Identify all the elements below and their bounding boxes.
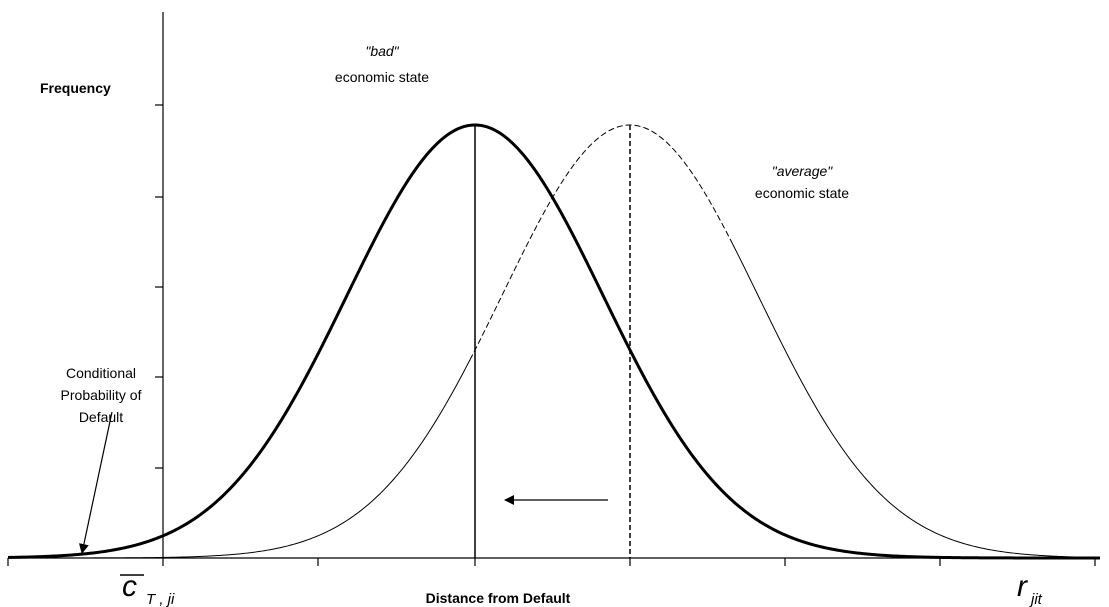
curve-label: "average": [772, 163, 834, 179]
average-curve: [729, 238, 1101, 558]
annotation: Conditional: [66, 365, 136, 381]
marker-symbol: c: [122, 570, 137, 603]
average-curve: [469, 124, 731, 360]
axes: [7, 12, 1100, 566]
pointer-arrow: [78, 411, 113, 554]
average-curve: [8, 359, 471, 559]
curves: [7, 123, 1101, 560]
curve-label: economic state: [335, 69, 429, 85]
y-axis-label: Frequency: [40, 80, 111, 96]
marker-symbol: r: [1017, 570, 1028, 603]
bad-curve: [7, 123, 1100, 560]
x-axis-label: Distance from Default: [426, 590, 571, 606]
curve-label: economic state: [755, 185, 849, 201]
marker-subscript: T , ji: [146, 591, 175, 607]
annotation: Probability of: [61, 387, 142, 403]
annotation: Default: [79, 409, 123, 425]
curve-label: "bad": [365, 43, 399, 59]
marker-subscript: jit: [1029, 591, 1043, 607]
